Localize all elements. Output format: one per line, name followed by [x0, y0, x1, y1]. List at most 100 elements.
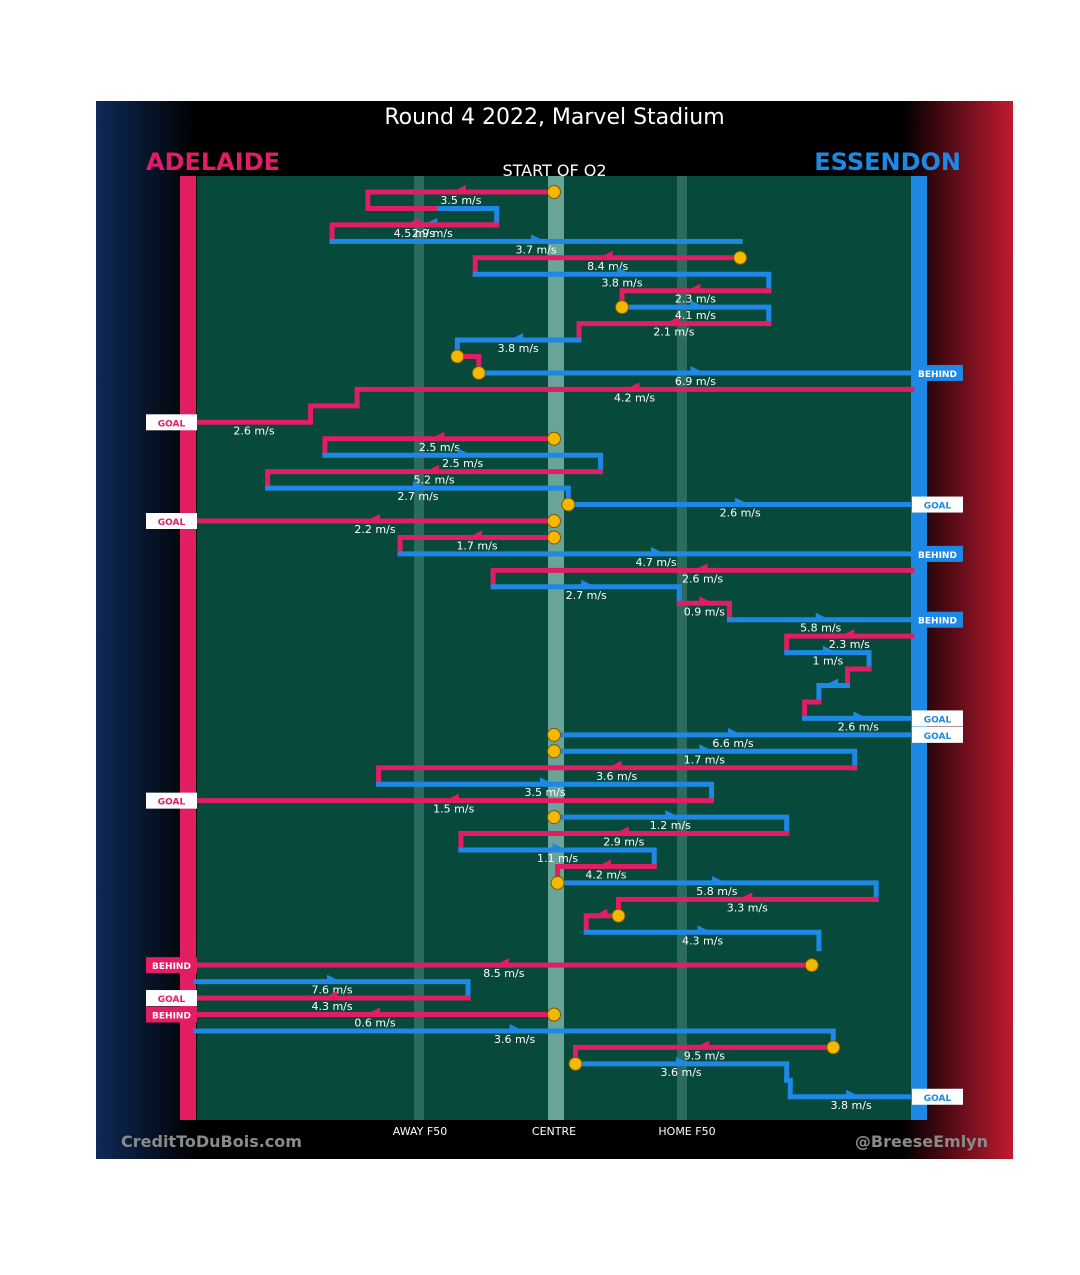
score-badge-text-31: GOAL — [924, 732, 952, 742]
direction-arrow-16 — [412, 481, 427, 490]
direction-arrow-28 — [824, 678, 839, 687]
score-badge-24 — [912, 611, 963, 628]
speed-label-6: 2.3 m/s — [675, 293, 716, 306]
possession-start-marker-36 — [547, 810, 561, 825]
possession-path-23 — [676, 600, 732, 623]
speed-label-34: 3.5 m/s — [524, 786, 565, 799]
direction-arrow-52 — [846, 1089, 861, 1098]
possession-start-marker-11 — [471, 365, 486, 380]
speed-label-13: 2.5 m/s — [419, 441, 460, 454]
score-badge-text-20: BEHIND — [918, 551, 957, 561]
score-badge-46 — [146, 990, 197, 1007]
score-badge-text-24: BEHIND — [918, 617, 957, 627]
possession-start-marker-32 — [547, 744, 561, 759]
direction-arrow-11 — [690, 365, 705, 374]
direction-arrow-24 — [815, 612, 830, 621]
direction-arrow-12 — [625, 382, 640, 391]
possession-path-19 — [397, 534, 557, 557]
direction-arrow-26 — [822, 645, 837, 654]
score-badge-text-44: BEHIND — [152, 962, 191, 972]
possession-start-marker-7 — [615, 300, 630, 315]
possession-path-12 — [193, 386, 915, 425]
direction-arrow-18 — [366, 514, 380, 522]
possession-path-33 — [376, 765, 858, 787]
possession-start-marker-10 — [450, 349, 465, 364]
speed-label-1: 2.9 m/s — [412, 227, 453, 240]
speed-label-9: 3.8 m/s — [498, 342, 539, 355]
direction-arrow-48 — [509, 1023, 524, 1032]
direction-arrow-5 — [617, 267, 632, 276]
score-badge-31 — [912, 726, 963, 743]
possession-start-marker-18 — [547, 514, 561, 528]
away-f50-line — [414, 176, 424, 1120]
team-adelaide-label: ADELAIDE — [146, 148, 281, 176]
speed-label-44: 8.5 m/s — [483, 967, 524, 980]
speed-label-47: 0.6 m/s — [354, 1017, 395, 1030]
speed-label-26: 1 m/s — [813, 655, 844, 668]
score-badge-text-12: GOAL — [158, 419, 186, 429]
possession-path-37 — [458, 831, 790, 853]
score-badge-text-46: GOAL — [158, 995, 186, 1005]
possession-start-marker-19 — [547, 530, 561, 545]
direction-arrow-2 — [405, 217, 420, 226]
essendon-goal-post — [911, 176, 927, 1120]
direction-arrow-7 — [690, 300, 705, 309]
direction-arrow-13 — [430, 431, 445, 440]
speed-label-50: 3.6 m/s — [661, 1066, 702, 1079]
direction-arrow-35 — [444, 793, 459, 802]
direction-arrow-25 — [840, 629, 855, 638]
possession-path-36 — [551, 814, 790, 837]
speed-label-23: 0.9 m/s — [684, 605, 725, 618]
possession-start-marker-4 — [733, 250, 748, 265]
possession-path-14 — [322, 452, 604, 475]
team-essendon-label: ESSENDON — [814, 148, 961, 176]
credit-website: CreditToDuBois.com — [121, 1132, 302, 1151]
direction-arrow-50 — [676, 1056, 691, 1065]
direction-arrow-8 — [664, 316, 679, 325]
direction-arrow-33 — [607, 760, 622, 769]
direction-arrow-47 — [366, 1007, 380, 1016]
speed-label-11: 6.9 m/s — [675, 375, 716, 388]
score-badge-text-35: GOAL — [158, 798, 186, 808]
speed-label-17: 2.6 m/s — [720, 507, 761, 520]
speed-label-22: 2.7 m/s — [566, 589, 607, 602]
chart-frame: Round 4 2022, Marvel Stadium ADELAIDE ES… — [96, 101, 1013, 1159]
score-badge-20 — [912, 545, 963, 562]
speed-label-40: 5.8 m/s — [696, 885, 737, 898]
direction-arrow-45 — [327, 974, 342, 983]
speed-label-24: 5.8 m/s — [800, 622, 841, 635]
speed-label-46: 4.3 m/s — [311, 1000, 352, 1013]
direction-arrow-4 — [598, 250, 613, 259]
speed-label-end-12: 2.6 m/s — [233, 424, 274, 437]
possession-start-marker-17 — [561, 497, 576, 512]
possession-start-marker-49 — [826, 1040, 841, 1055]
direction-arrow-30 — [853, 711, 868, 720]
credit-twitter-handle: @BreeseEmlyn — [854, 1132, 988, 1151]
possession-path-25 — [784, 633, 915, 656]
direction-arrow-37 — [614, 826, 629, 835]
quarter-start-label: START OF Q2 — [502, 161, 607, 180]
direction-arrow-40 — [711, 875, 726, 884]
score-badge-text-17: GOAL — [924, 502, 952, 512]
score-badge-44 — [146, 957, 197, 974]
possession-path-5 — [472, 271, 772, 294]
speed-label-20: 4.7 m/s — [635, 556, 676, 569]
possession-path-8 — [576, 321, 772, 343]
speed-label-19: 1.7 m/s — [456, 539, 497, 552]
speed-label-52: 3.8 m/s — [831, 1099, 872, 1112]
direction-arrow-43 — [697, 925, 712, 934]
axis-label-centre: CENTRE — [531, 1125, 577, 1138]
possession-path-15 — [265, 469, 604, 491]
possession-start-marker-13 — [547, 431, 561, 446]
direction-arrow-41 — [738, 892, 753, 901]
chart-title: Round 4 2022, Marvel Stadium — [384, 105, 725, 130]
direction-arrow-39 — [596, 859, 611, 868]
direction-arrow-49 — [695, 1040, 710, 1049]
direction-arrow-15 — [425, 464, 440, 473]
speed-label-48: 3.6 m/s — [494, 1033, 535, 1046]
speed-label-5: 3.8 m/s — [601, 276, 642, 289]
score-badge-text-30: GOAL — [924, 715, 952, 725]
direction-arrow-42 — [593, 908, 608, 917]
direction-arrow-20 — [651, 546, 666, 555]
direction-arrow-32 — [699, 744, 714, 753]
